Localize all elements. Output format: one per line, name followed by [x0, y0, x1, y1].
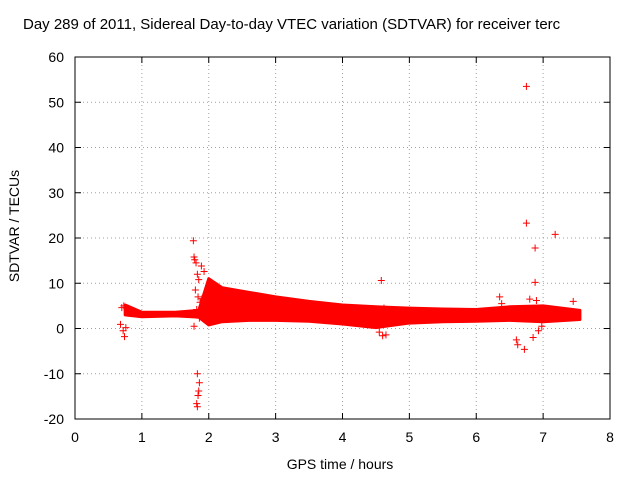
data-point: [190, 322, 198, 330]
y-tick-label: 0: [56, 321, 64, 337]
data-point: [200, 267, 208, 275]
x-axis-label: GPS time / hours: [286, 456, 394, 472]
data-point: [522, 82, 530, 90]
data-point: [380, 304, 388, 312]
data-point: [194, 391, 202, 399]
data-point: [191, 286, 199, 294]
data-point: [496, 293, 504, 301]
y-tick-label: -20: [44, 411, 64, 427]
x-tick-label: 1: [138, 429, 146, 445]
band-area: [123, 277, 582, 330]
data-point: [195, 379, 203, 387]
data-point: [529, 334, 537, 342]
data-point: [194, 293, 202, 301]
x-tick-label: 8: [606, 429, 614, 445]
data-point: [375, 328, 383, 336]
data-point: [197, 262, 205, 270]
data-point: [193, 305, 201, 313]
y-tick-label: 20: [48, 230, 64, 246]
y-tick-label: 10: [48, 275, 64, 291]
data-point: [193, 403, 201, 411]
ticks: [74, 56, 611, 420]
data-point: [379, 332, 387, 340]
y-tick-label: 40: [48, 140, 64, 156]
data-band: [123, 277, 582, 330]
data-point: [520, 345, 528, 353]
data-point: [116, 320, 124, 328]
x-tick-label: 5: [405, 429, 413, 445]
data-point: [192, 259, 200, 267]
y-tick-label: 30: [48, 185, 64, 201]
data-point: [522, 219, 530, 227]
data-point: [195, 387, 203, 395]
data-point: [198, 295, 206, 303]
data-point: [120, 333, 128, 341]
data-point: [534, 327, 542, 335]
data-point: [532, 296, 540, 304]
data-point: [193, 370, 201, 378]
y-tick-labels: -20 -10 0 10 20 30 40 50 60: [44, 49, 64, 427]
x-tick-label: 3: [272, 429, 280, 445]
data-point: [191, 256, 199, 264]
chart-title: Day 289 of 2011, Sidereal Day-to-day VTE…: [23, 16, 561, 33]
data-point: [193, 400, 201, 408]
data-point: [195, 314, 203, 322]
grid: [75, 57, 610, 419]
data-point: [531, 278, 539, 286]
x-tick-label: 4: [339, 429, 347, 445]
data-point: [551, 230, 559, 238]
data-point: [498, 300, 506, 308]
data-point: [531, 244, 539, 252]
data-point: [512, 336, 520, 344]
data-point: [193, 270, 201, 278]
data-point: [189, 237, 197, 245]
y-tick-label: -10: [44, 366, 64, 382]
data-point: [196, 298, 204, 306]
data-point: [120, 302, 128, 310]
x-tick-label: 0: [71, 429, 79, 445]
data-point: [377, 277, 385, 285]
x-tick-label: 6: [472, 429, 480, 445]
data-point: [538, 322, 546, 330]
data-point: [526, 295, 534, 303]
x-tick-labels: 0 1 2 3 4 5 6 7 8: [71, 429, 614, 445]
y-tick-label: 60: [48, 49, 64, 65]
data-point: [514, 341, 522, 349]
data-point: [195, 276, 203, 284]
x-tick-label: 2: [205, 429, 213, 445]
data-point: [569, 297, 577, 305]
data-points: [116, 82, 577, 411]
x-tick-label: 7: [539, 429, 547, 445]
data-point: [382, 331, 390, 339]
y-axis-label: SDTVAR / TECUs: [6, 169, 22, 283]
data-point: [122, 324, 130, 332]
y-tick-label: 50: [48, 94, 64, 110]
